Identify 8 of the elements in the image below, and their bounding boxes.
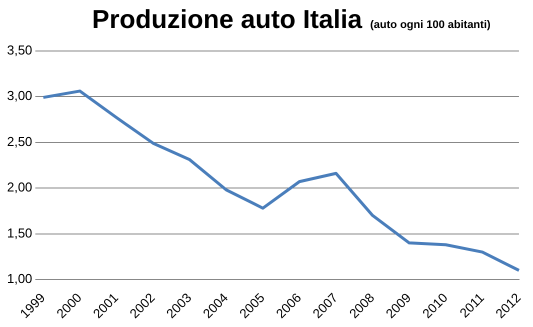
y-tick-label: 1,50 bbox=[6, 225, 32, 240]
y-tick-label: 1,00 bbox=[6, 271, 32, 286]
chart-title: Produzione auto Italia bbox=[92, 4, 362, 34]
y-tick-label: 2,00 bbox=[6, 180, 32, 195]
chart-subtitle: (auto ogni 100 abitanti) bbox=[370, 19, 491, 31]
y-tick-label: 3,00 bbox=[6, 88, 32, 104]
y-tick-label: 3,50 bbox=[6, 42, 32, 58]
y-tick-label: 2,50 bbox=[6, 134, 32, 149]
